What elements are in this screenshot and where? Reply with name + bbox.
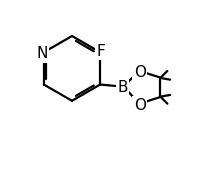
Text: B: B: [117, 80, 128, 95]
Text: N: N: [36, 46, 48, 61]
Text: O: O: [134, 65, 146, 80]
Text: O: O: [134, 98, 146, 112]
Text: F: F: [97, 44, 105, 59]
